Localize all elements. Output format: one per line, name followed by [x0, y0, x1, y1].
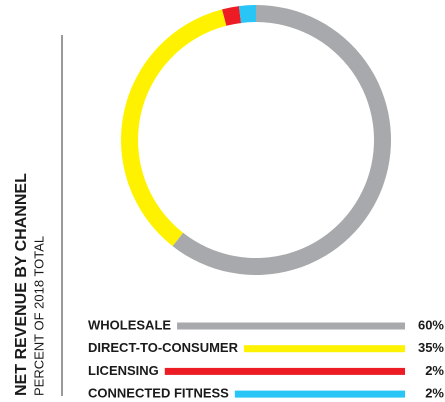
value-label: 60%	[418, 317, 444, 332]
legend-bar	[243, 345, 405, 353]
chart-title: NET REVENUE BY CHANNEL	[13, 173, 30, 396]
legend-label: CONNECTED FITNESS	[88, 386, 229, 401]
legend-bar	[164, 367, 405, 375]
donut-segment	[172, 5, 392, 276]
donut-segment	[238, 5, 256, 23]
donut-segment	[120, 9, 227, 247]
legend-label: LICENSING	[88, 363, 159, 378]
legend-bar	[177, 322, 405, 330]
value-label: 35%	[418, 340, 444, 355]
legend-label: WHOLESALE	[88, 317, 171, 332]
legend-label: DIRECT-TO-CONSUMER	[88, 340, 239, 355]
value-label: 2%	[425, 363, 444, 378]
donut-segment	[222, 6, 242, 26]
chart-subtitle: PERCENT OF 2018 TOTAL	[31, 236, 46, 396]
legend-bar	[234, 390, 405, 398]
value-label: 2%	[425, 386, 444, 401]
